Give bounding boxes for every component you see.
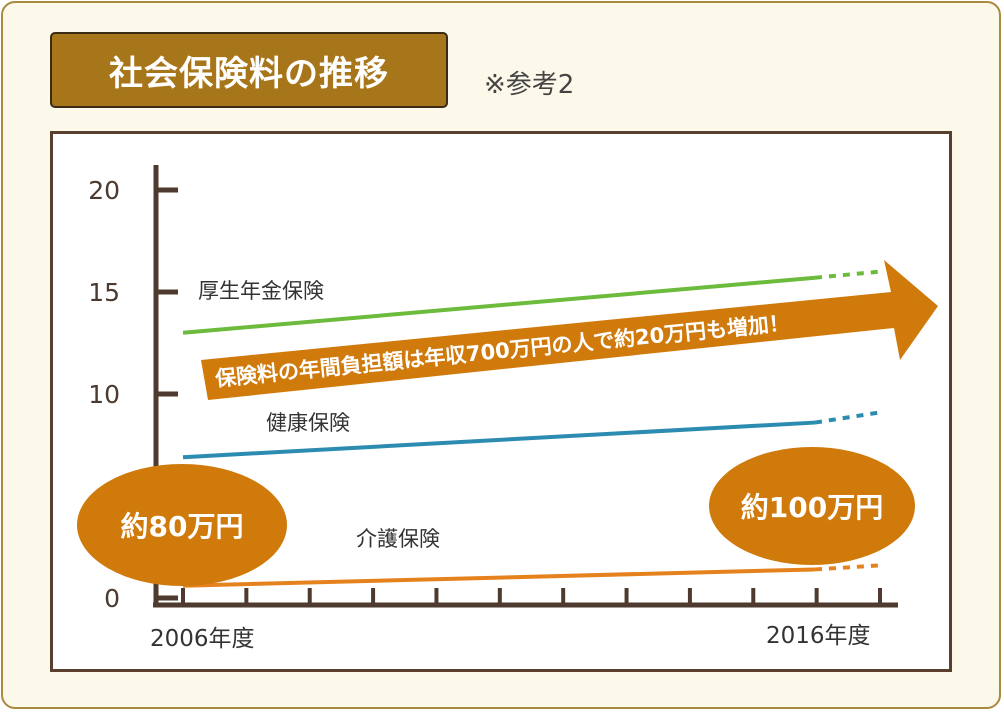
chart-title: 社会保険料の推移 — [50, 32, 448, 108]
series-labels: 厚生年金保険 健康保険 介護保険 — [198, 279, 440, 551]
start-total-badge: 約80万円 — [77, 464, 287, 586]
series-line-1 — [182, 420, 816, 460]
end-total-ellipse — [709, 447, 915, 565]
y-tick-label: 15 — [88, 278, 120, 307]
y-tick-label: 10 — [88, 380, 120, 409]
x-labels: 2006年度 2016年度 — [150, 623, 871, 652]
series-lines — [182, 269, 881, 588]
start-total-ellipse — [77, 464, 287, 586]
series-label-health: 健康保険 — [266, 411, 350, 435]
banner-arrow — [201, 260, 938, 400]
start-total-text: 約80万円 — [121, 510, 244, 543]
series-label-care: 介護保険 — [356, 527, 440, 551]
x-label-start: 2006年度 — [150, 626, 255, 652]
series-projection-0 — [814, 269, 881, 280]
y-tick-label: 20 — [88, 176, 120, 205]
end-total-text: 約100万円 — [741, 491, 883, 524]
series-line-2 — [182, 567, 816, 588]
series-projection-2 — [814, 563, 881, 572]
x-ticks — [181, 588, 882, 605]
reference-note: ※参考2 — [484, 70, 575, 100]
end-total-badge: 約100万円 — [709, 447, 915, 565]
series-projection-1 — [814, 410, 881, 425]
x-label-end: 2016年度 — [766, 623, 871, 649]
series-label-pension: 厚生年金保険 — [198, 279, 324, 303]
series-line-0 — [182, 275, 816, 335]
y-tick-label: 0 — [104, 584, 120, 613]
